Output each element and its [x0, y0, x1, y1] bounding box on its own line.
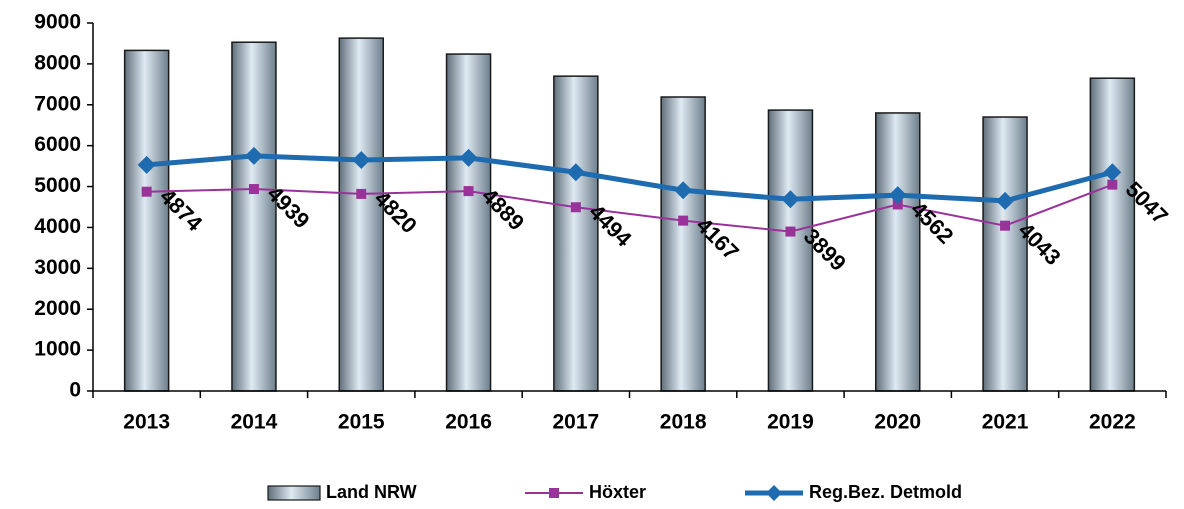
x-tick-label: 2020 — [874, 411, 921, 434]
bar — [123, 49, 170, 392]
bar — [875, 112, 921, 392]
y-tick-label: 5000 — [34, 174, 81, 197]
marker — [248, 184, 259, 195]
marker — [781, 190, 800, 209]
marker — [996, 191, 1015, 210]
marker — [1103, 163, 1122, 182]
bar — [1089, 77, 1136, 392]
y-tick-label: 3000 — [34, 256, 81, 279]
marker — [1107, 179, 1118, 190]
marker — [674, 181, 693, 200]
x-tick-label: 2015 — [338, 411, 385, 434]
marker — [678, 215, 689, 226]
bar — [445, 53, 492, 392]
x-tick-label: 2022 — [1089, 411, 1136, 434]
legend-marker — [766, 485, 782, 501]
x-tick-label: 2016 — [445, 411, 492, 434]
bar — [767, 109, 814, 392]
y-tick-label: 0 — [69, 379, 81, 402]
x-tick-label: 2014 — [231, 411, 278, 434]
bar — [553, 75, 599, 392]
legend-label: Reg.Bez. Detmold — [809, 482, 962, 502]
marker — [137, 155, 156, 174]
line — [146, 153, 1113, 204]
marker — [352, 150, 371, 169]
marker — [892, 199, 903, 210]
x-tick-label: 2017 — [552, 411, 599, 434]
marker — [356, 188, 367, 199]
x-tick-label: 2021 — [982, 411, 1029, 434]
legend-label: Höxter — [589, 482, 646, 502]
legend-swatch — [267, 485, 321, 501]
marker — [566, 163, 585, 182]
marker — [141, 186, 152, 197]
x-tick-label: 2018 — [660, 411, 707, 434]
legend-marker — [549, 488, 559, 498]
marker — [888, 186, 907, 205]
bar — [338, 37, 384, 392]
y-tick-label: 6000 — [34, 133, 81, 156]
x-tick-label: 2019 — [767, 411, 814, 434]
bar — [660, 96, 706, 392]
bar — [982, 116, 1028, 392]
legend-label: Land NRW — [326, 482, 417, 502]
y-tick-label: 1000 — [34, 338, 81, 361]
y-tick-label: 9000 — [34, 11, 81, 34]
marker — [459, 148, 478, 167]
marker — [785, 226, 796, 237]
x-tick-label: 2013 — [123, 411, 170, 434]
marker — [570, 202, 581, 213]
y-tick-label: 8000 — [34, 51, 81, 74]
marker — [244, 146, 263, 165]
y-tick-label: 7000 — [34, 92, 81, 115]
marker — [463, 186, 474, 197]
marker — [1000, 220, 1011, 231]
bar — [231, 41, 277, 392]
y-tick-label: 4000 — [34, 215, 81, 238]
y-tick-label: 2000 — [34, 297, 81, 320]
line — [146, 183, 1113, 233]
